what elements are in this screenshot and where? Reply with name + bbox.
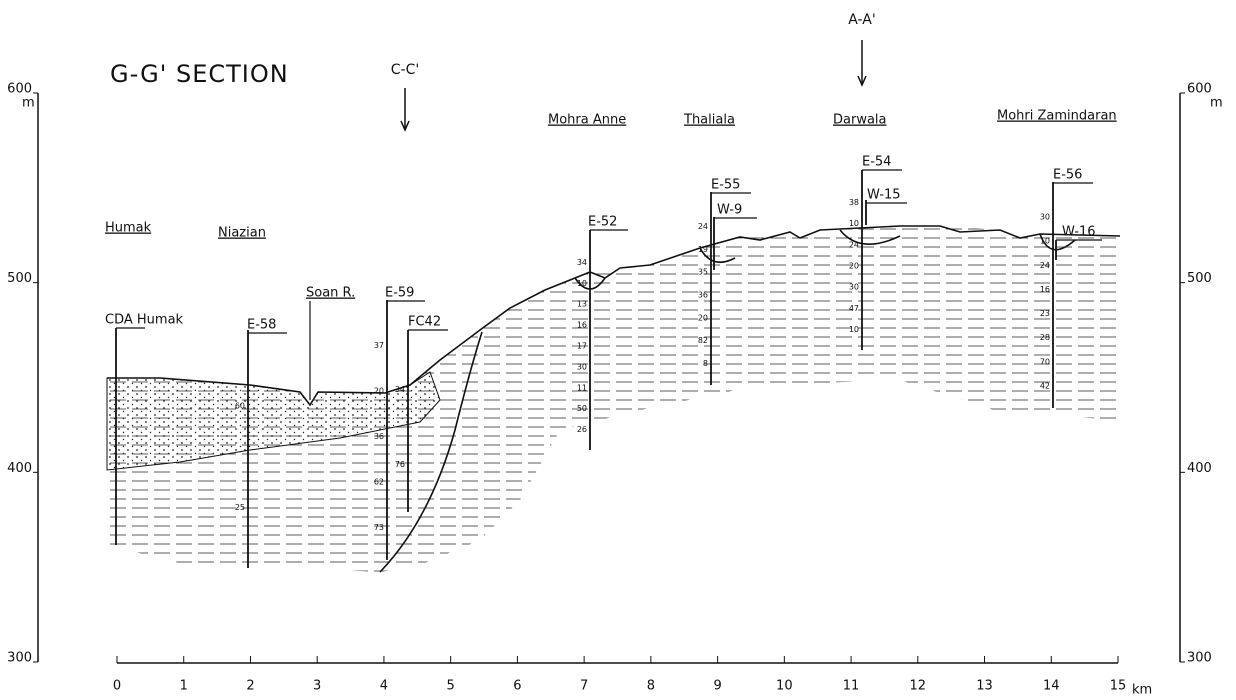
- tick-label: 6: [513, 679, 521, 694]
- well-label: W-15: [867, 188, 901, 203]
- arrow-head: [400, 120, 410, 132]
- depth-label: 10: [849, 325, 859, 334]
- tick-label: 300: [1187, 651, 1212, 666]
- depth-label: 19: [698, 245, 708, 254]
- unit: km: [1132, 683, 1152, 698]
- depth-label: 13: [577, 300, 587, 309]
- depth-label: 47: [849, 304, 859, 313]
- tick-label: 8: [647, 679, 655, 694]
- well-label: CDA Humak: [105, 313, 184, 328]
- depth-label: 10: [577, 279, 587, 288]
- depth-label: 73: [374, 523, 384, 532]
- depth-label: 24: [1040, 261, 1050, 270]
- tick-label: 7: [580, 679, 588, 694]
- tick-label: 600: [1187, 82, 1212, 97]
- depth-label: 20: [374, 387, 384, 396]
- tick-label: 3: [313, 679, 321, 694]
- depth-label: 17: [577, 342, 587, 351]
- place-name: Mohri Zamindaran: [997, 109, 1117, 124]
- place-name: Thaliala: [683, 113, 735, 128]
- depth-label: 36: [374, 432, 384, 441]
- title: G-G' SECTION: [110, 60, 289, 88]
- depth-label: 62: [374, 477, 384, 486]
- depth-label: 26: [577, 425, 587, 434]
- well-label: FC42: [408, 315, 441, 330]
- tick-label: 0: [113, 679, 121, 694]
- tick-label: 5: [447, 679, 455, 694]
- depth-label: 35: [698, 268, 708, 277]
- tick-label: 500: [7, 271, 32, 286]
- well-label: W-16: [1062, 225, 1096, 240]
- well-label: E-54: [862, 155, 891, 170]
- depth-label: 16: [577, 321, 587, 330]
- depth-label: 38: [849, 198, 859, 207]
- depth-label: 11: [577, 383, 587, 392]
- tick-label: 500: [1187, 271, 1212, 286]
- depth-label: 23: [1040, 309, 1050, 318]
- well-label: E-55: [711, 178, 740, 193]
- depth-label: 28: [1040, 333, 1050, 342]
- tick-label: 9: [713, 679, 721, 694]
- depth-label: 60: [235, 401, 245, 410]
- tick-label: 13: [976, 679, 993, 694]
- depth-label: 20: [698, 313, 708, 322]
- unit: m: [22, 96, 35, 111]
- tick-label: 12: [910, 679, 927, 694]
- depth-label: 30: [849, 283, 859, 292]
- well-label: E-59: [385, 286, 414, 301]
- depth-label: 24: [849, 240, 859, 249]
- depth-label: 20: [849, 262, 859, 271]
- depth-label: 82: [698, 336, 708, 345]
- section-marker: C-C': [391, 62, 419, 78]
- clay-layers: [107, 226, 1120, 572]
- depth-label: 16: [1040, 285, 1050, 294]
- unit: m: [1210, 96, 1223, 111]
- tick-label: 2: [246, 679, 254, 694]
- depth-label: 34: [395, 385, 405, 394]
- depth-label: 30: [577, 362, 587, 371]
- depth-label: 37: [374, 341, 384, 350]
- well-label: E-52: [588, 215, 617, 230]
- depth-label: 50: [577, 404, 587, 413]
- tick-label: 10: [776, 679, 793, 694]
- depth-label: 10: [1040, 237, 1050, 246]
- tick-label: 15: [1110, 679, 1127, 694]
- place-name: Mohra Anne: [548, 113, 626, 128]
- well-label: W-9: [717, 203, 742, 218]
- tick-label: 4: [380, 679, 388, 694]
- well-label: E-58: [247, 318, 276, 333]
- place-name: Darwala: [833, 113, 887, 128]
- arrow-head: [857, 75, 867, 87]
- depth-label: 24: [698, 222, 708, 231]
- ground-surface: [107, 225, 1121, 407]
- tick-label: 400: [1187, 461, 1212, 476]
- section-marker: A-A': [848, 12, 875, 28]
- depth-label: 25: [235, 503, 245, 512]
- depth-label: 10: [849, 219, 859, 228]
- depth-label: 70: [1040, 357, 1050, 366]
- tick-label: 14: [1043, 679, 1060, 694]
- depth-label: 30: [1040, 213, 1050, 222]
- depth-label: 8: [703, 359, 708, 368]
- place-name: Niazian: [218, 226, 266, 241]
- depth-label: 36: [698, 291, 708, 300]
- tick-label: 400: [7, 461, 32, 476]
- depth-label: 34: [577, 258, 587, 267]
- tick-label: 11: [843, 679, 860, 694]
- well-label: E-56: [1053, 168, 1082, 183]
- fault: [379, 331, 483, 573]
- depth-label: 42: [1040, 381, 1050, 390]
- place-name: Humak: [105, 221, 152, 236]
- tick-label: 1: [180, 679, 188, 694]
- depth-label: 76: [395, 460, 405, 469]
- tick-label: 600: [7, 82, 32, 97]
- place-name: Soan R.: [306, 286, 355, 301]
- tick-label: 300: [7, 651, 32, 666]
